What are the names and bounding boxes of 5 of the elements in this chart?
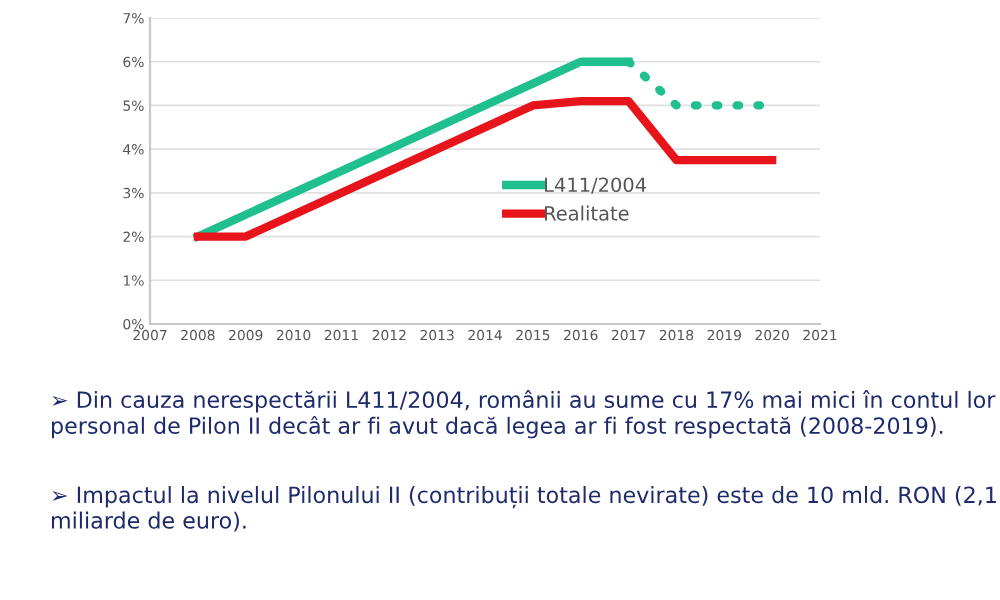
legend-label: L411/2004 [545,177,647,194]
line-series [193,96,777,241]
legend-label: Realitate [545,205,629,221]
text: ➢ Impactul la nivelul Pilonului II (contribuții totale nevirate) este de 10 mld. RON (2,1 miliarde de euro). [52,486,996,532]
text: ➢ Din cauza nerespectării L411/2004, românii au sume cu 17% mai mici în contul lor personal de Pilon II decât ar fi avut dacă legea ar fi fost respectată (2008-2019). [52,390,996,439]
